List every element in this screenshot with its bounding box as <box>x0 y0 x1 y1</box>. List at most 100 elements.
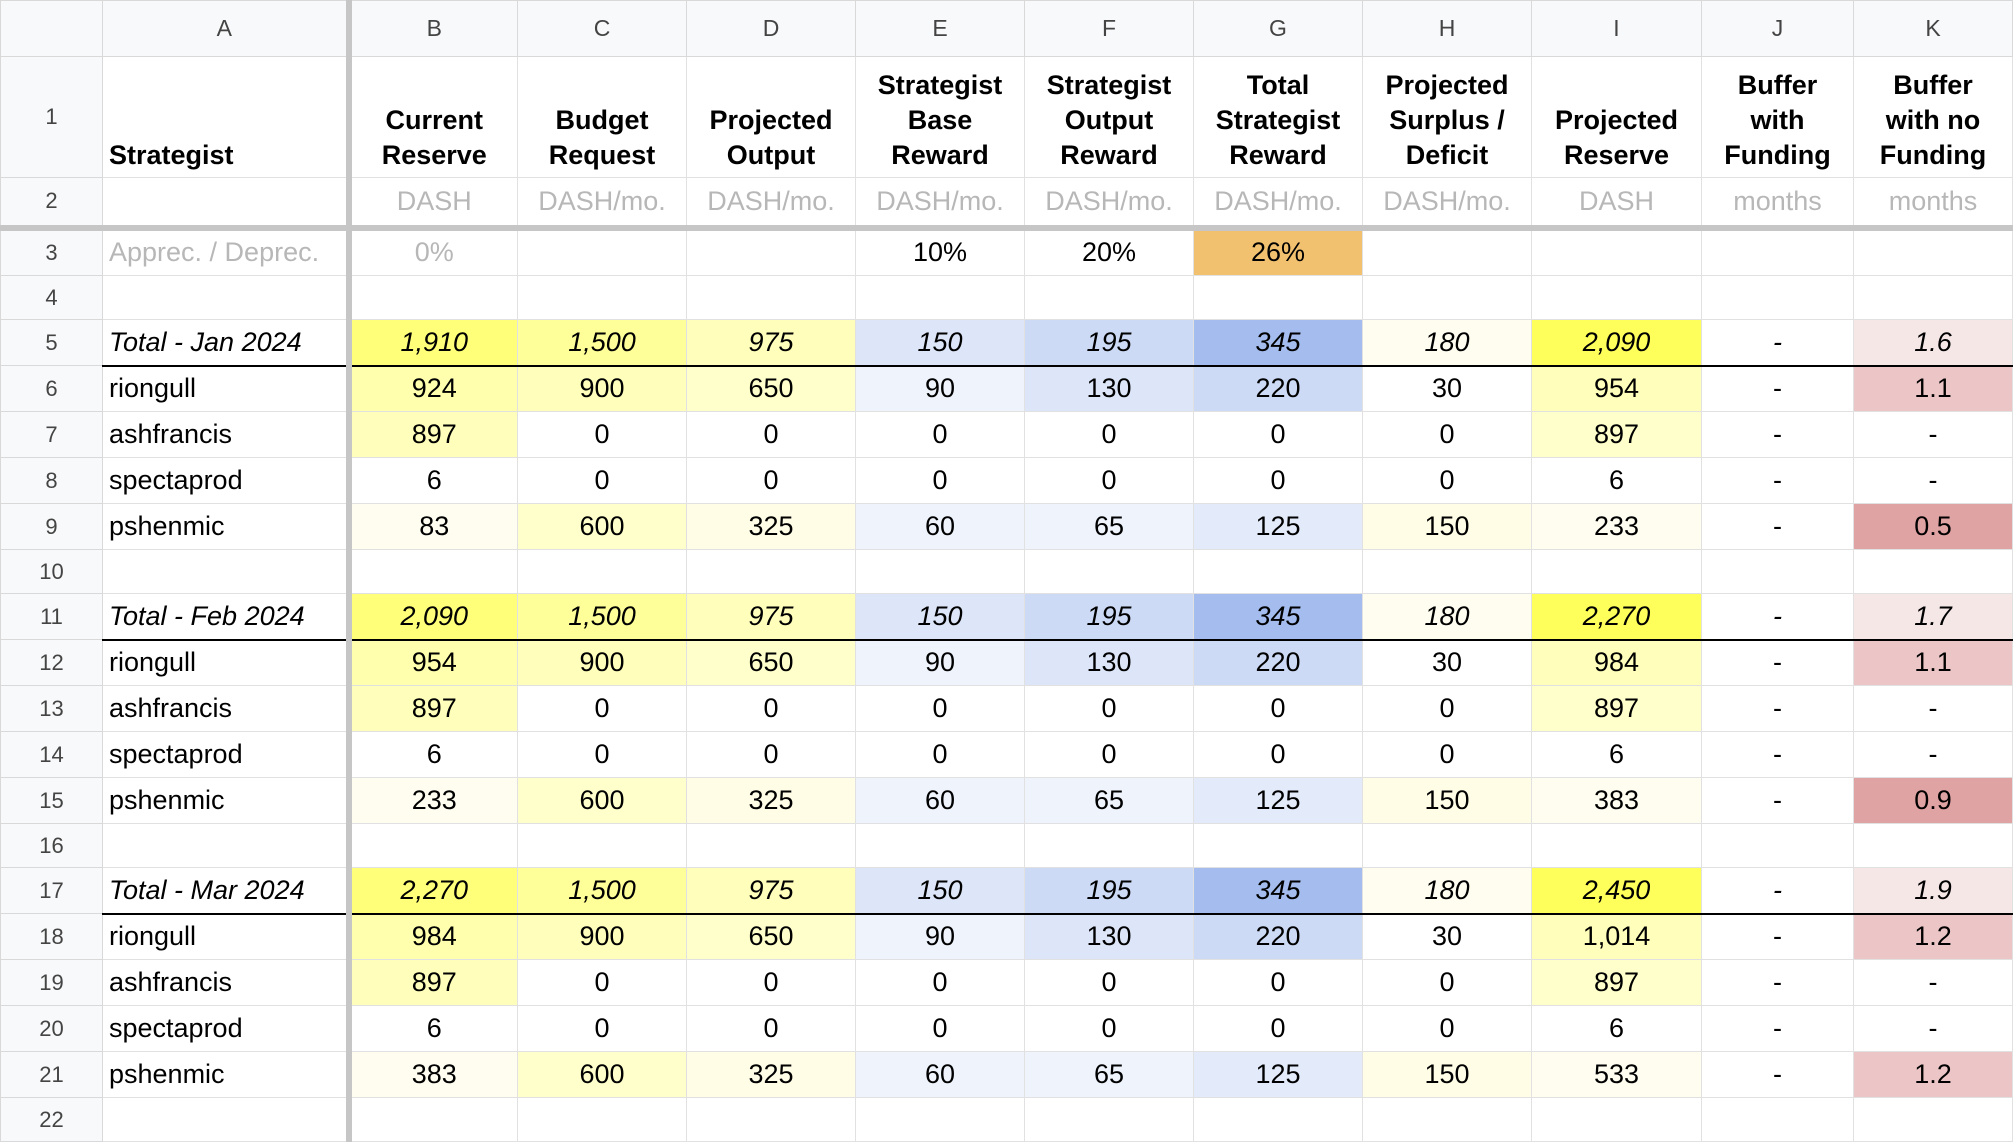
row-number[interactable]: 3 <box>0 227 103 276</box>
value-cell[interactable]: 600 <box>517 1051 687 1098</box>
value-cell[interactable]: 1,014 <box>1531 913 1702 960</box>
value-cell[interactable]: 0 <box>686 457 856 504</box>
header-strategist[interactable]: Strategist <box>102 56 352 178</box>
strategist-name[interactable]: spectaprod <box>102 457 352 504</box>
column-header-d[interactable]: D <box>686 0 856 57</box>
total-label[interactable]: Total - Jan 2024 <box>102 319 352 367</box>
value-cell[interactable]: 325 <box>686 777 856 824</box>
row-number[interactable]: 19 <box>0 959 103 1006</box>
value-cell[interactable]: - <box>1701 731 1854 778</box>
strategist-name[interactable]: ashfrancis <box>102 685 352 732</box>
value-cell[interactable]: - <box>1853 731 2013 778</box>
value-cell[interactable]: 1.7 <box>1853 593 2013 641</box>
value-cell[interactable]: 6 <box>348 731 518 778</box>
strategist-name[interactable]: pshenmic <box>102 777 352 824</box>
value-cell[interactable]: 220 <box>1193 365 1363 412</box>
value-cell[interactable]: 90 <box>855 639 1025 686</box>
value-cell[interactable] <box>1193 549 1363 594</box>
value-cell[interactable]: 150 <box>1362 1051 1532 1098</box>
strategist-name[interactable]: riongull <box>102 639 352 686</box>
value-cell[interactable] <box>348 1097 518 1142</box>
row-number[interactable]: 6 <box>0 365 103 412</box>
row-number[interactable]: 21 <box>0 1051 103 1098</box>
cell[interactable] <box>1701 227 1854 276</box>
column-header-g[interactable]: G <box>1193 0 1363 57</box>
row-number[interactable]: 5 <box>0 319 103 366</box>
value-cell[interactable]: 0 <box>517 685 687 732</box>
value-cell[interactable]: 897 <box>1531 959 1702 1006</box>
strategist-name[interactable]: riongull <box>102 913 352 960</box>
value-cell[interactable]: - <box>1853 959 2013 1006</box>
value-cell[interactable] <box>1362 549 1532 594</box>
value-cell[interactable]: 0.9 <box>1853 777 2013 824</box>
value-cell[interactable]: 65 <box>1024 777 1194 824</box>
row-number[interactable]: 15 <box>0 777 103 824</box>
header-total-strategist-reward[interactable]: Total Strategist Reward <box>1193 56 1363 178</box>
value-cell[interactable]: 195 <box>1024 593 1194 641</box>
row-number[interactable]: 12 <box>0 639 103 686</box>
value-cell[interactable]: 984 <box>348 913 518 960</box>
value-cell[interactable] <box>1193 823 1363 868</box>
unit-cell[interactable]: months <box>1701 177 1854 231</box>
value-cell[interactable]: 2,450 <box>1531 867 1702 915</box>
value-cell[interactable]: 0 <box>517 457 687 504</box>
value-cell[interactable]: 0 <box>855 685 1025 732</box>
value-cell[interactable]: 150 <box>855 867 1025 915</box>
row-number[interactable]: 20 <box>0 1005 103 1052</box>
cell[interactable] <box>1531 227 1702 276</box>
value-cell[interactable]: - <box>1853 411 2013 458</box>
row-number[interactable]: 14 <box>0 731 103 778</box>
strategist-name[interactable]: ashfrancis <box>102 411 352 458</box>
value-cell[interactable]: 0 <box>686 959 856 1006</box>
value-cell[interactable]: 2,090 <box>348 593 518 641</box>
unit-cell[interactable]: DASH/mo. <box>686 177 856 231</box>
row-number[interactable]: 8 <box>0 457 103 504</box>
base-reward-rate[interactable]: 10% <box>855 227 1025 276</box>
value-cell[interactable]: 65 <box>1024 1051 1194 1098</box>
column-header-a[interactable]: A <box>102 0 352 57</box>
value-cell[interactable]: 0 <box>1362 685 1532 732</box>
unit-cell[interactable]: DASH/mo. <box>1362 177 1532 231</box>
value-cell[interactable]: 975 <box>686 593 856 641</box>
row-number[interactable]: 7 <box>0 411 103 458</box>
value-cell[interactable] <box>1531 1097 1702 1142</box>
value-cell[interactable] <box>686 1097 856 1142</box>
value-cell[interactable]: - <box>1701 503 1854 550</box>
value-cell[interactable]: 125 <box>1193 777 1363 824</box>
value-cell[interactable] <box>1531 823 1702 868</box>
total-label[interactable]: Total - Mar 2024 <box>102 867 352 915</box>
cell[interactable] <box>686 227 856 276</box>
strategist-name[interactable]: riongull <box>102 365 352 412</box>
unit-cell[interactable]: DASH/mo. <box>517 177 687 231</box>
column-header-j[interactable]: J <box>1701 0 1854 57</box>
value-cell[interactable]: 0 <box>855 731 1025 778</box>
appreciation-label[interactable]: Apprec. / Deprec. <box>102 227 352 276</box>
value-cell[interactable]: 2,090 <box>1531 319 1702 367</box>
value-cell[interactable]: 233 <box>1531 503 1702 550</box>
row-number[interactable]: 16 <box>0 823 103 868</box>
value-cell[interactable]: - <box>1853 685 2013 732</box>
value-cell[interactable]: 975 <box>686 319 856 367</box>
value-cell[interactable] <box>855 275 1025 320</box>
header-strategist-output-reward[interactable]: Strategist Output Reward <box>1024 56 1194 178</box>
value-cell[interactable]: 233 <box>348 777 518 824</box>
cell[interactable] <box>1853 227 2013 276</box>
value-cell[interactable]: 220 <box>1193 913 1363 960</box>
value-cell[interactable]: 1.2 <box>1853 913 2013 960</box>
value-cell[interactable]: - <box>1701 1051 1854 1098</box>
header-projected-output[interactable]: Projected Output <box>686 56 856 178</box>
value-cell[interactable] <box>1701 549 1854 594</box>
value-cell[interactable]: 90 <box>855 365 1025 412</box>
column-header-c[interactable]: C <box>517 0 687 57</box>
unit-cell[interactable]: DASH <box>1531 177 1702 231</box>
value-cell[interactable]: - <box>1701 777 1854 824</box>
row-number[interactable]: 10 <box>0 549 103 594</box>
value-cell[interactable]: 6 <box>348 457 518 504</box>
strategist-name[interactable]: pshenmic <box>102 1051 352 1098</box>
value-cell[interactable]: 0 <box>1362 411 1532 458</box>
strategist-name[interactable]: spectaprod <box>102 731 352 778</box>
value-cell[interactable]: 60 <box>855 777 1025 824</box>
value-cell[interactable]: 1.6 <box>1853 319 2013 367</box>
value-cell[interactable]: - <box>1701 913 1854 960</box>
row-number[interactable]: 17 <box>0 867 103 914</box>
